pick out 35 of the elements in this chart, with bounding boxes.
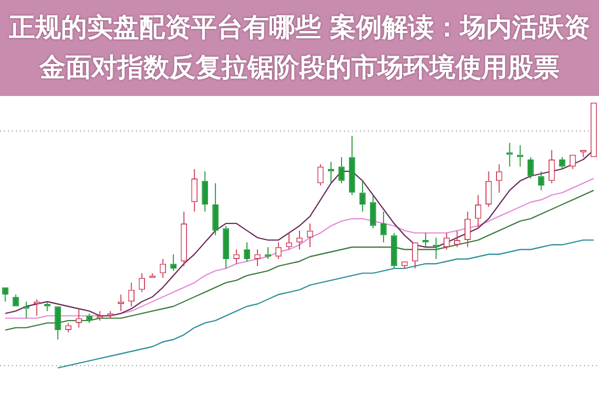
candlestick xyxy=(380,211,387,243)
candlestick xyxy=(222,225,230,269)
candlestick xyxy=(2,287,8,302)
candlestick xyxy=(580,150,586,158)
candlestick xyxy=(328,161,334,184)
candlestick xyxy=(506,142,513,168)
candlestick xyxy=(464,211,471,248)
candlestick xyxy=(548,150,555,184)
candlestick xyxy=(149,272,156,278)
candlestick xyxy=(202,170,208,212)
candlestick xyxy=(44,301,50,312)
candlestick xyxy=(170,254,177,272)
candlestick xyxy=(570,154,576,170)
candlestick xyxy=(107,310,114,319)
candlestick xyxy=(128,282,135,307)
candlestick xyxy=(528,156,534,179)
candlestick xyxy=(118,294,124,312)
candlestick xyxy=(390,232,398,269)
candlestick xyxy=(86,312,92,324)
candlestick xyxy=(348,135,356,196)
candlestick xyxy=(412,242,418,269)
candlestick xyxy=(422,232,429,248)
candlestick xyxy=(486,170,492,208)
candlestick xyxy=(212,182,219,236)
candlestick xyxy=(34,298,40,316)
candlestick xyxy=(338,156,345,184)
candlestick xyxy=(474,194,482,229)
candlestick xyxy=(370,194,376,229)
candlestick xyxy=(191,168,198,212)
candlestick xyxy=(264,246,272,260)
candlestick xyxy=(359,180,366,212)
candlestick xyxy=(138,272,146,293)
chart-title: 正规的实盘配资平台有哪些 案例解读：场内活跃资金面对指数反复拉锯阶段的市场环境使用股票 xyxy=(8,12,592,85)
candlestick xyxy=(317,164,324,186)
candlestick xyxy=(180,211,188,267)
